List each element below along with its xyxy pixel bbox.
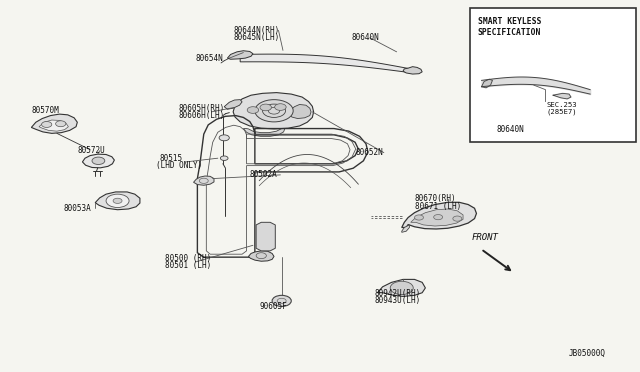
Text: 80500 (RH): 80500 (RH) (166, 254, 212, 263)
Text: 80502A: 80502A (250, 170, 278, 179)
Circle shape (272, 295, 291, 307)
Circle shape (415, 215, 424, 220)
Text: 80515: 80515 (159, 154, 182, 163)
Circle shape (220, 156, 228, 160)
Text: 80606H(LH): 80606H(LH) (178, 111, 225, 120)
Text: 80943U(LH): 80943U(LH) (374, 296, 420, 305)
Circle shape (260, 104, 271, 111)
Polygon shape (411, 209, 463, 226)
Text: 80652N: 80652N (355, 148, 383, 157)
Text: FRONT: FRONT (471, 233, 498, 242)
Text: 80572U: 80572U (77, 146, 105, 155)
Text: 80640N: 80640N (352, 33, 380, 42)
Circle shape (255, 100, 293, 122)
Circle shape (275, 104, 286, 110)
Text: 80605H(RH): 80605H(RH) (178, 104, 225, 113)
Polygon shape (243, 129, 285, 137)
Text: 80671 (LH): 80671 (LH) (415, 202, 461, 211)
Text: 80501 (LH): 80501 (LH) (166, 261, 212, 270)
Polygon shape (31, 114, 77, 134)
Polygon shape (39, 120, 68, 131)
Polygon shape (402, 225, 410, 232)
Text: 80942U(RH): 80942U(RH) (374, 289, 420, 298)
Circle shape (268, 108, 280, 114)
Polygon shape (83, 154, 115, 168)
Circle shape (453, 216, 462, 221)
Text: 80644N(RH): 80644N(RH) (234, 26, 280, 35)
Text: 80640N: 80640N (497, 125, 525, 134)
Text: 80670(RH): 80670(RH) (415, 195, 456, 203)
Polygon shape (378, 279, 426, 296)
Text: (LHD ONLY): (LHD ONLY) (156, 161, 202, 170)
Circle shape (262, 104, 285, 118)
Text: 80654N: 80654N (195, 54, 223, 62)
Circle shape (56, 121, 66, 127)
Polygon shape (227, 51, 253, 59)
Polygon shape (289, 105, 311, 119)
Polygon shape (248, 251, 274, 261)
Polygon shape (402, 202, 476, 229)
Polygon shape (553, 93, 571, 99)
Text: 90605F: 90605F (260, 302, 288, 311)
Text: 80570M: 80570M (31, 106, 59, 115)
Polygon shape (481, 79, 492, 88)
Text: SMART KEYLESS
SPECIFICATION: SMART KEYLESS SPECIFICATION (477, 17, 541, 37)
Polygon shape (95, 192, 140, 210)
Circle shape (219, 135, 229, 141)
Text: JB05000Q: JB05000Q (569, 349, 606, 358)
Text: 80053A: 80053A (63, 204, 91, 213)
Polygon shape (193, 176, 214, 185)
Circle shape (434, 215, 443, 220)
Text: SEC.253
(285E7): SEC.253 (285E7) (547, 102, 577, 115)
Text: 80645N(LH): 80645N(LH) (234, 33, 280, 42)
Circle shape (247, 107, 259, 113)
Polygon shape (224, 100, 242, 109)
Bar (470, 8, 636, 141)
Polygon shape (256, 222, 275, 251)
Circle shape (390, 281, 413, 295)
Polygon shape (403, 67, 422, 74)
Circle shape (106, 194, 129, 208)
Polygon shape (233, 93, 314, 129)
Circle shape (113, 198, 122, 203)
Circle shape (42, 122, 52, 128)
Polygon shape (240, 54, 413, 73)
Circle shape (92, 157, 105, 164)
